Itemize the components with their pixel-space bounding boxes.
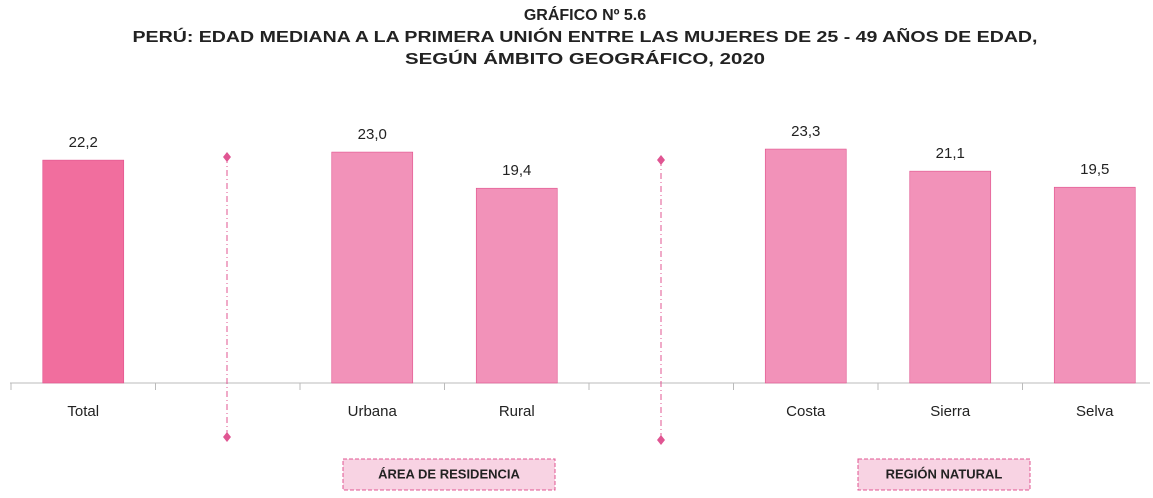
bar xyxy=(1053,186,1136,384)
chart-subtitle: SEGÚN ÁMBITO GEOGRÁFICO, 2020 xyxy=(405,49,765,68)
value-label: 21,1 xyxy=(936,145,965,162)
bar xyxy=(909,170,992,384)
chart-subtitle: PERÚ: EDAD MEDIANA A LA PRIMERA UNIÓN EN… xyxy=(133,26,1038,46)
value-label: 19,5 xyxy=(1080,161,1109,178)
value-label: 23,3 xyxy=(791,123,820,140)
group-label: ÁREA DE RESIDENCIA xyxy=(378,466,520,481)
bar xyxy=(475,187,558,384)
x-tick-label: Rural xyxy=(499,403,535,420)
bar xyxy=(331,151,414,384)
group-label: REGIÓN NATURAL xyxy=(886,466,1003,481)
bar xyxy=(764,148,847,384)
x-tick-label: Urbana xyxy=(348,403,398,420)
divider-marker xyxy=(223,152,665,445)
x-tick-label: Costa xyxy=(786,403,826,420)
value-label: 23,0 xyxy=(358,126,387,143)
bar xyxy=(42,159,125,384)
group-box xyxy=(857,458,1031,491)
x-tick-label: Sierra xyxy=(930,403,971,420)
x-tick-label: Selva xyxy=(1076,403,1114,420)
value-label: 22,2 xyxy=(69,134,98,151)
chart-title: GRÁFICO Nº 5.6 xyxy=(524,5,646,24)
x-tick-label: Total xyxy=(67,403,99,420)
value-label: 19,4 xyxy=(502,162,531,179)
group-box xyxy=(342,458,556,491)
